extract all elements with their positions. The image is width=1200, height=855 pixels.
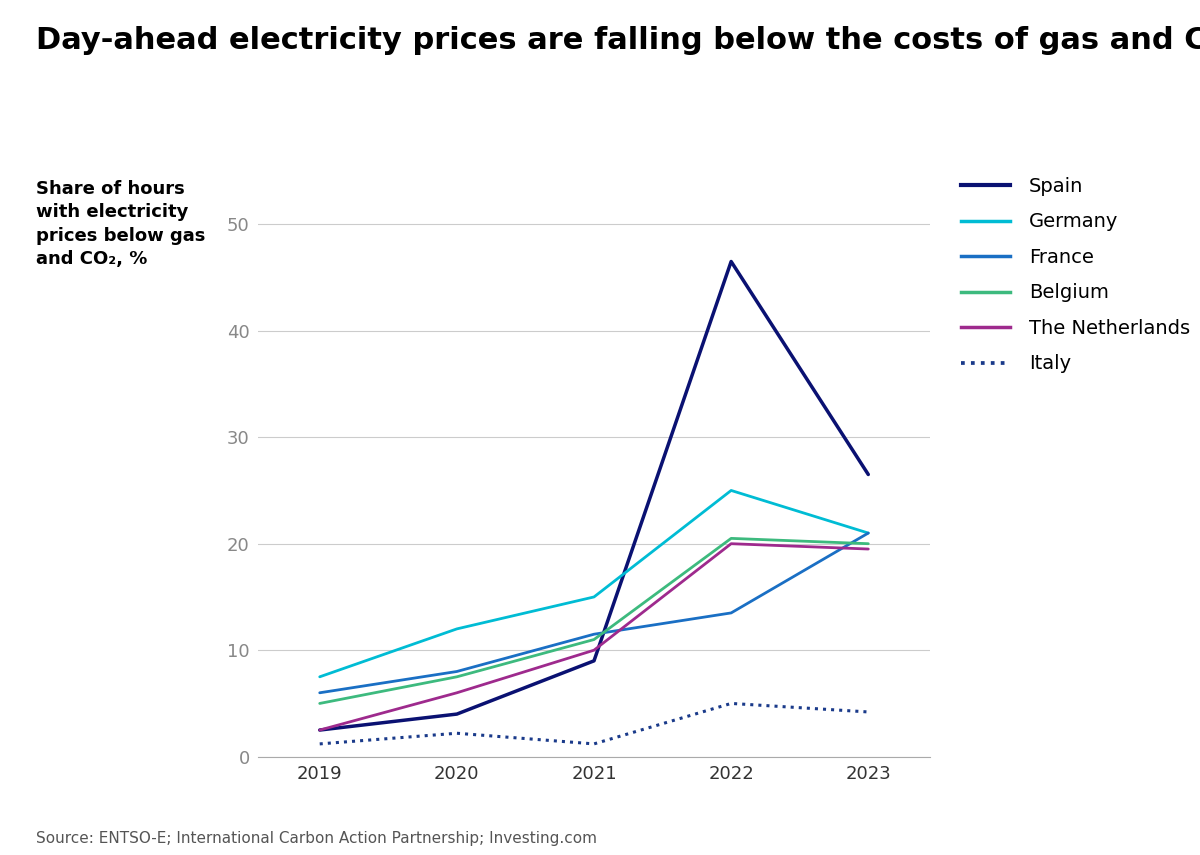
Text: Day-ahead electricity prices are falling below the costs of gas and CO₂.: Day-ahead electricity prices are falling… [36, 26, 1200, 55]
Text: Source: ENTSO-E; International Carbon Action Partnership; Investing.com: Source: ENTSO-E; International Carbon Ac… [36, 831, 598, 846]
Text: Share of hours
with electricity
prices below gas
and CO₂, %: Share of hours with electricity prices b… [36, 180, 205, 268]
Legend: Spain, Germany, France, Belgium, The Netherlands, Italy: Spain, Germany, France, Belgium, The Net… [953, 169, 1198, 381]
